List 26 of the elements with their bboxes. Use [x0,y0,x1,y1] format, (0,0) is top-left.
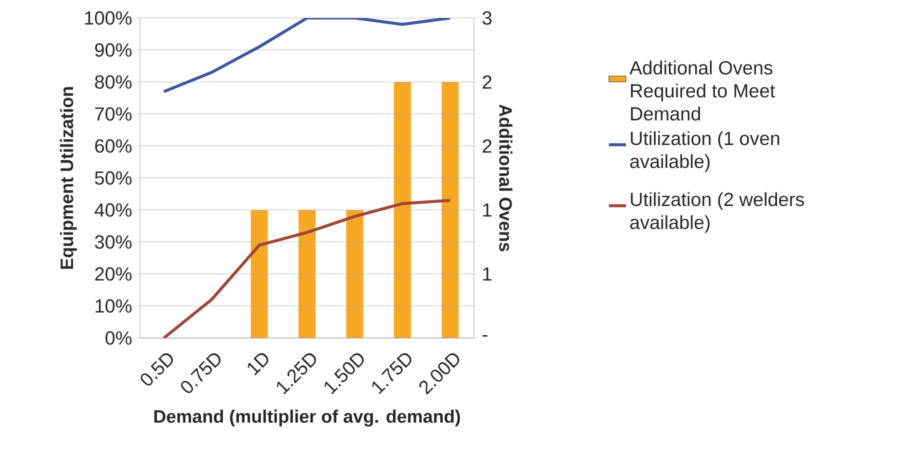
y2-axis-title: Additional Ovens [499,104,512,252]
y-tick-label: 60% [95,139,132,153]
y-tick-label: 100% [85,11,132,25]
y-tick-label: 0% [106,331,132,345]
y-tick-label: 90% [95,43,132,57]
y-tick-label: 70% [95,107,132,121]
y2-tick-label: 2 [482,75,492,89]
y2-tick-label: 2 [482,139,492,153]
y-tick-label: 20% [95,267,132,281]
y2-tick-label: 1 [483,267,492,281]
y2-tick-label: 3 [482,11,492,25]
line-series [162,18,452,94]
y-tick-label: 10% [96,299,132,313]
y-tick-label: 50% [94,171,132,185]
legend-label: Utilization (2 welders available) [630,192,804,233]
line-series [162,198,452,338]
x-tick-label: 1D [248,353,268,376]
y-axis-title: Equipment Utilization [60,87,77,269]
legend-label: Additional Ovens Required to Meet Demand [629,60,776,121]
y2-tick-label: - [482,335,488,337]
y2-tick-label: 1 [483,203,492,217]
x-axis-title: Demand (multiplier of avg. demand) [154,410,460,426]
y-tick-label: 80% [95,75,132,89]
y-tick-label: 40% [94,203,132,217]
y-tick-label: 30% [94,235,132,249]
legend-label: Utilization (1 oven available) [630,131,780,172]
